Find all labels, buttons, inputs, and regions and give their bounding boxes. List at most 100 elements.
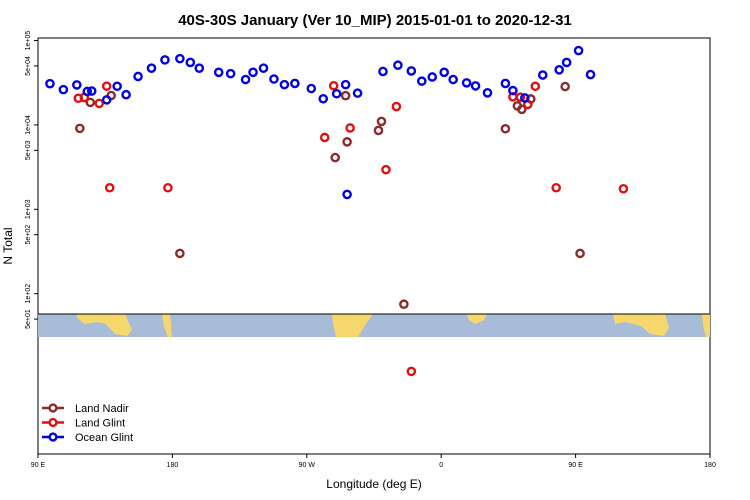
map-land bbox=[467, 314, 487, 324]
data-point bbox=[225, 68, 236, 79]
y-tick-label: 5e+04 bbox=[25, 56, 32, 76]
map-land bbox=[702, 314, 710, 337]
legend-label: Land Nadir bbox=[75, 403, 129, 415]
data-point bbox=[554, 64, 564, 75]
data-points bbox=[45, 45, 629, 377]
data-point bbox=[416, 76, 427, 86]
data-point bbox=[269, 74, 279, 84]
data-point bbox=[551, 182, 561, 193]
legend-label: Land Glint bbox=[75, 418, 125, 430]
y-axis-label: N Total bbox=[1, 227, 15, 264]
data-point bbox=[319, 132, 330, 143]
map-land bbox=[613, 314, 669, 336]
data-point bbox=[391, 101, 402, 112]
data-point bbox=[194, 63, 205, 74]
y-tick-label: 1e+03 bbox=[25, 199, 32, 219]
data-point bbox=[520, 93, 530, 103]
map-ocean bbox=[38, 314, 710, 337]
data-point bbox=[45, 78, 55, 89]
y-tick-label: 5e+03 bbox=[25, 140, 32, 160]
data-point bbox=[585, 69, 596, 80]
legend: Land Nadir Land Glint Ocean Glint bbox=[42, 403, 133, 444]
data-point bbox=[560, 81, 570, 92]
legend-marker bbox=[48, 417, 58, 428]
data-point bbox=[439, 67, 449, 78]
data-point bbox=[427, 72, 438, 82]
data-point bbox=[342, 137, 352, 147]
data-point bbox=[121, 89, 131, 100]
data-point bbox=[342, 189, 352, 200]
data-point bbox=[500, 123, 511, 134]
legend-marker bbox=[48, 403, 58, 413]
data-point bbox=[328, 80, 339, 91]
data-point bbox=[279, 79, 290, 90]
legend-marker bbox=[48, 432, 58, 442]
data-point bbox=[330, 152, 340, 163]
y-tick-label: 1e+02 bbox=[25, 284, 32, 304]
data-point bbox=[575, 248, 585, 259]
data-point bbox=[517, 104, 527, 115]
data-point bbox=[75, 123, 85, 134]
data-point bbox=[508, 85, 518, 96]
map-land bbox=[162, 314, 172, 337]
data-point bbox=[399, 299, 409, 310]
data-point bbox=[515, 92, 526, 103]
x-tick-label: 0 bbox=[439, 462, 443, 469]
x-tick-label: 90 E bbox=[568, 462, 583, 469]
data-point bbox=[500, 78, 511, 89]
data-point bbox=[72, 80, 82, 90]
data-point bbox=[94, 98, 105, 109]
x-tick-label: 180 bbox=[704, 462, 716, 469]
data-point bbox=[175, 53, 185, 64]
data-point bbox=[537, 70, 548, 80]
data-point bbox=[373, 125, 384, 136]
x-tick-label: 90 W bbox=[299, 462, 316, 469]
data-point bbox=[406, 66, 417, 76]
map-land bbox=[77, 314, 132, 336]
data-point bbox=[240, 74, 251, 85]
data-point bbox=[448, 74, 458, 85]
data-point bbox=[160, 55, 170, 65]
data-point bbox=[185, 57, 196, 68]
data-point bbox=[104, 182, 115, 193]
data-point bbox=[352, 88, 363, 98]
chart-title: 40S-30S January (Ver 10_MIP) 2015-01-01 … bbox=[178, 12, 572, 29]
data-point bbox=[482, 88, 493, 98]
data-point bbox=[112, 81, 122, 92]
data-point bbox=[163, 182, 173, 193]
map-land bbox=[332, 314, 373, 337]
data-point bbox=[258, 63, 269, 74]
y-tick-label: 5e+02 bbox=[25, 225, 32, 245]
data-point bbox=[406, 366, 417, 377]
series-ocean-glint bbox=[45, 45, 596, 200]
plot-frame bbox=[37, 37, 711, 455]
x-tick-label: 180 bbox=[167, 462, 179, 469]
data-point bbox=[561, 57, 572, 68]
data-point bbox=[318, 93, 329, 104]
data-point bbox=[248, 67, 258, 78]
data-point bbox=[376, 116, 387, 127]
data-point bbox=[58, 84, 69, 95]
series-land-nadir bbox=[75, 81, 585, 310]
data-point bbox=[345, 123, 355, 133]
data-point bbox=[340, 90, 351, 101]
data-point bbox=[378, 66, 388, 77]
y-tick-label: 1e+05 bbox=[25, 31, 32, 51]
y-tick-label: 1e+04 bbox=[25, 115, 32, 135]
data-point bbox=[393, 60, 403, 71]
data-point bbox=[331, 88, 342, 99]
data-point bbox=[306, 83, 317, 94]
data-point bbox=[340, 79, 351, 90]
data-point bbox=[101, 95, 112, 105]
axis-ticks: 90 E 180 90 W 0 90 E 180 1e+05 5e+04 1e+04 5e+03 1… bbox=[25, 31, 716, 469]
legend-label: Ocean Glint bbox=[75, 432, 133, 444]
data-point bbox=[213, 67, 224, 78]
data-point bbox=[101, 81, 112, 91]
data-point bbox=[470, 81, 481, 91]
data-point bbox=[82, 86, 93, 97]
map-strip bbox=[38, 313, 710, 337]
data-point bbox=[573, 45, 584, 56]
data-point bbox=[530, 81, 541, 92]
data-point bbox=[290, 78, 300, 89]
